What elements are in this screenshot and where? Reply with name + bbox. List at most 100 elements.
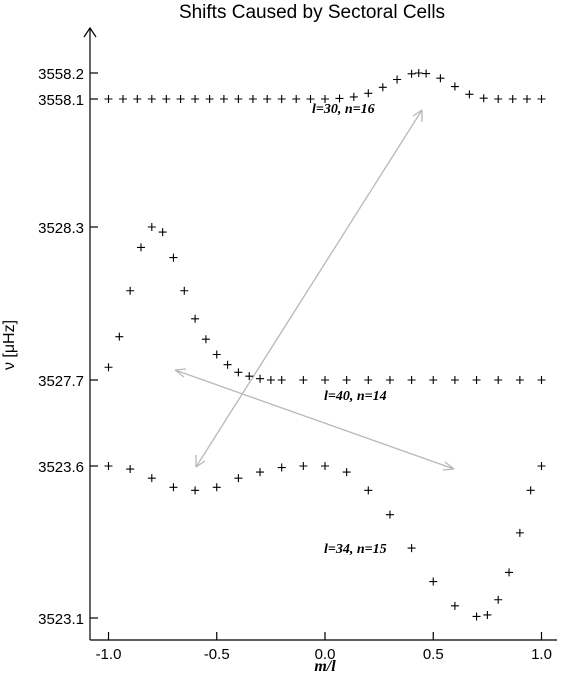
data-point xyxy=(104,363,113,372)
data-point xyxy=(450,376,459,384)
data-point xyxy=(162,95,171,103)
data-point xyxy=(191,486,200,495)
data-point xyxy=(115,332,124,341)
data-point xyxy=(407,544,416,553)
data-point xyxy=(266,376,275,384)
data-point xyxy=(104,95,113,103)
data-point xyxy=(245,372,254,381)
data-point xyxy=(147,95,156,103)
data-point xyxy=(483,610,492,619)
data-point xyxy=(342,468,351,477)
x-tick-label: 0.0 xyxy=(315,646,336,663)
data-point xyxy=(537,376,546,384)
arrowhead-1a xyxy=(195,455,206,468)
data-point xyxy=(349,92,358,101)
series-2 xyxy=(104,462,546,621)
data-point xyxy=(422,69,431,78)
data-point xyxy=(393,75,402,84)
data-point xyxy=(450,601,459,610)
y-axis-label: ν [μHz] xyxy=(1,320,18,370)
data-point xyxy=(212,350,221,359)
y-tick-label: 3523.6 xyxy=(38,459,84,476)
series-labels: l=30, n=16 l=40, n=14 l=34, n=15 xyxy=(312,102,387,557)
data-point xyxy=(126,465,135,474)
data-point xyxy=(212,483,221,492)
data-point xyxy=(407,376,416,384)
data-point xyxy=(119,95,128,103)
data-point xyxy=(378,83,387,92)
data-point xyxy=(472,612,481,621)
data-point xyxy=(169,483,178,492)
chart-title: Shifts Caused by Sectoral Cells xyxy=(179,2,445,23)
data-point xyxy=(126,286,135,295)
x-tick-label: -1.0 xyxy=(96,646,122,663)
data-point xyxy=(263,95,272,103)
data-marks xyxy=(104,69,546,621)
data-point xyxy=(147,474,156,483)
data-point xyxy=(436,74,445,83)
data-point xyxy=(385,510,394,519)
data-point xyxy=(335,94,344,103)
data-point xyxy=(248,95,257,103)
data-point xyxy=(256,468,265,477)
series-0 xyxy=(104,69,546,103)
data-point xyxy=(169,253,178,262)
data-point xyxy=(299,376,308,384)
data-point xyxy=(465,90,474,99)
data-point xyxy=(407,69,416,78)
data-point xyxy=(385,376,394,384)
series-label: l=34, n=15 xyxy=(324,542,387,557)
data-point xyxy=(234,95,243,103)
data-point xyxy=(306,95,315,103)
data-point xyxy=(234,368,243,377)
y-axis xyxy=(83,26,97,640)
data-point xyxy=(364,89,373,98)
data-point xyxy=(205,95,214,103)
data-point xyxy=(505,568,514,577)
x-tick-label: -0.5 xyxy=(204,646,230,663)
y-tick-label: 3523.1 xyxy=(38,611,84,628)
arrow-1 xyxy=(195,109,423,468)
arrowhead-2b xyxy=(442,461,455,471)
data-point xyxy=(494,95,503,103)
data-point xyxy=(136,243,145,252)
data-point xyxy=(429,376,438,384)
data-point xyxy=(342,376,351,384)
data-point xyxy=(515,528,524,537)
y-ticks: 3558.2 3558.1 3528.3 3527.7 3523.6 3523.1 xyxy=(38,66,98,628)
y-tick-label: 3558.1 xyxy=(38,92,84,109)
data-point xyxy=(147,223,156,231)
data-point xyxy=(364,376,373,384)
data-point xyxy=(515,376,524,384)
data-point xyxy=(508,95,517,103)
data-point xyxy=(176,95,185,103)
data-point xyxy=(321,376,329,384)
data-point xyxy=(364,486,373,495)
data-point xyxy=(158,228,167,237)
data-point xyxy=(537,95,546,103)
y-tick-label: 3558.2 xyxy=(38,66,84,83)
data-point xyxy=(277,376,286,384)
arrowhead-2a xyxy=(174,368,187,378)
data-point xyxy=(277,95,286,103)
series-1 xyxy=(104,223,546,384)
data-point xyxy=(321,95,329,103)
data-point xyxy=(494,595,503,604)
data-point xyxy=(479,94,488,103)
data-point xyxy=(472,376,481,384)
series-label: l=30, n=16 xyxy=(312,102,375,117)
data-point xyxy=(537,462,546,470)
data-point xyxy=(180,286,189,295)
data-point xyxy=(104,462,113,470)
arrow-2 xyxy=(174,369,455,470)
data-point xyxy=(299,462,308,470)
data-point xyxy=(321,462,329,470)
data-point xyxy=(234,474,243,483)
data-point xyxy=(292,95,301,103)
arrowhead-1b xyxy=(412,109,423,122)
data-point xyxy=(522,95,531,103)
data-point xyxy=(201,335,210,344)
data-point xyxy=(414,69,423,77)
data-point xyxy=(191,95,200,103)
